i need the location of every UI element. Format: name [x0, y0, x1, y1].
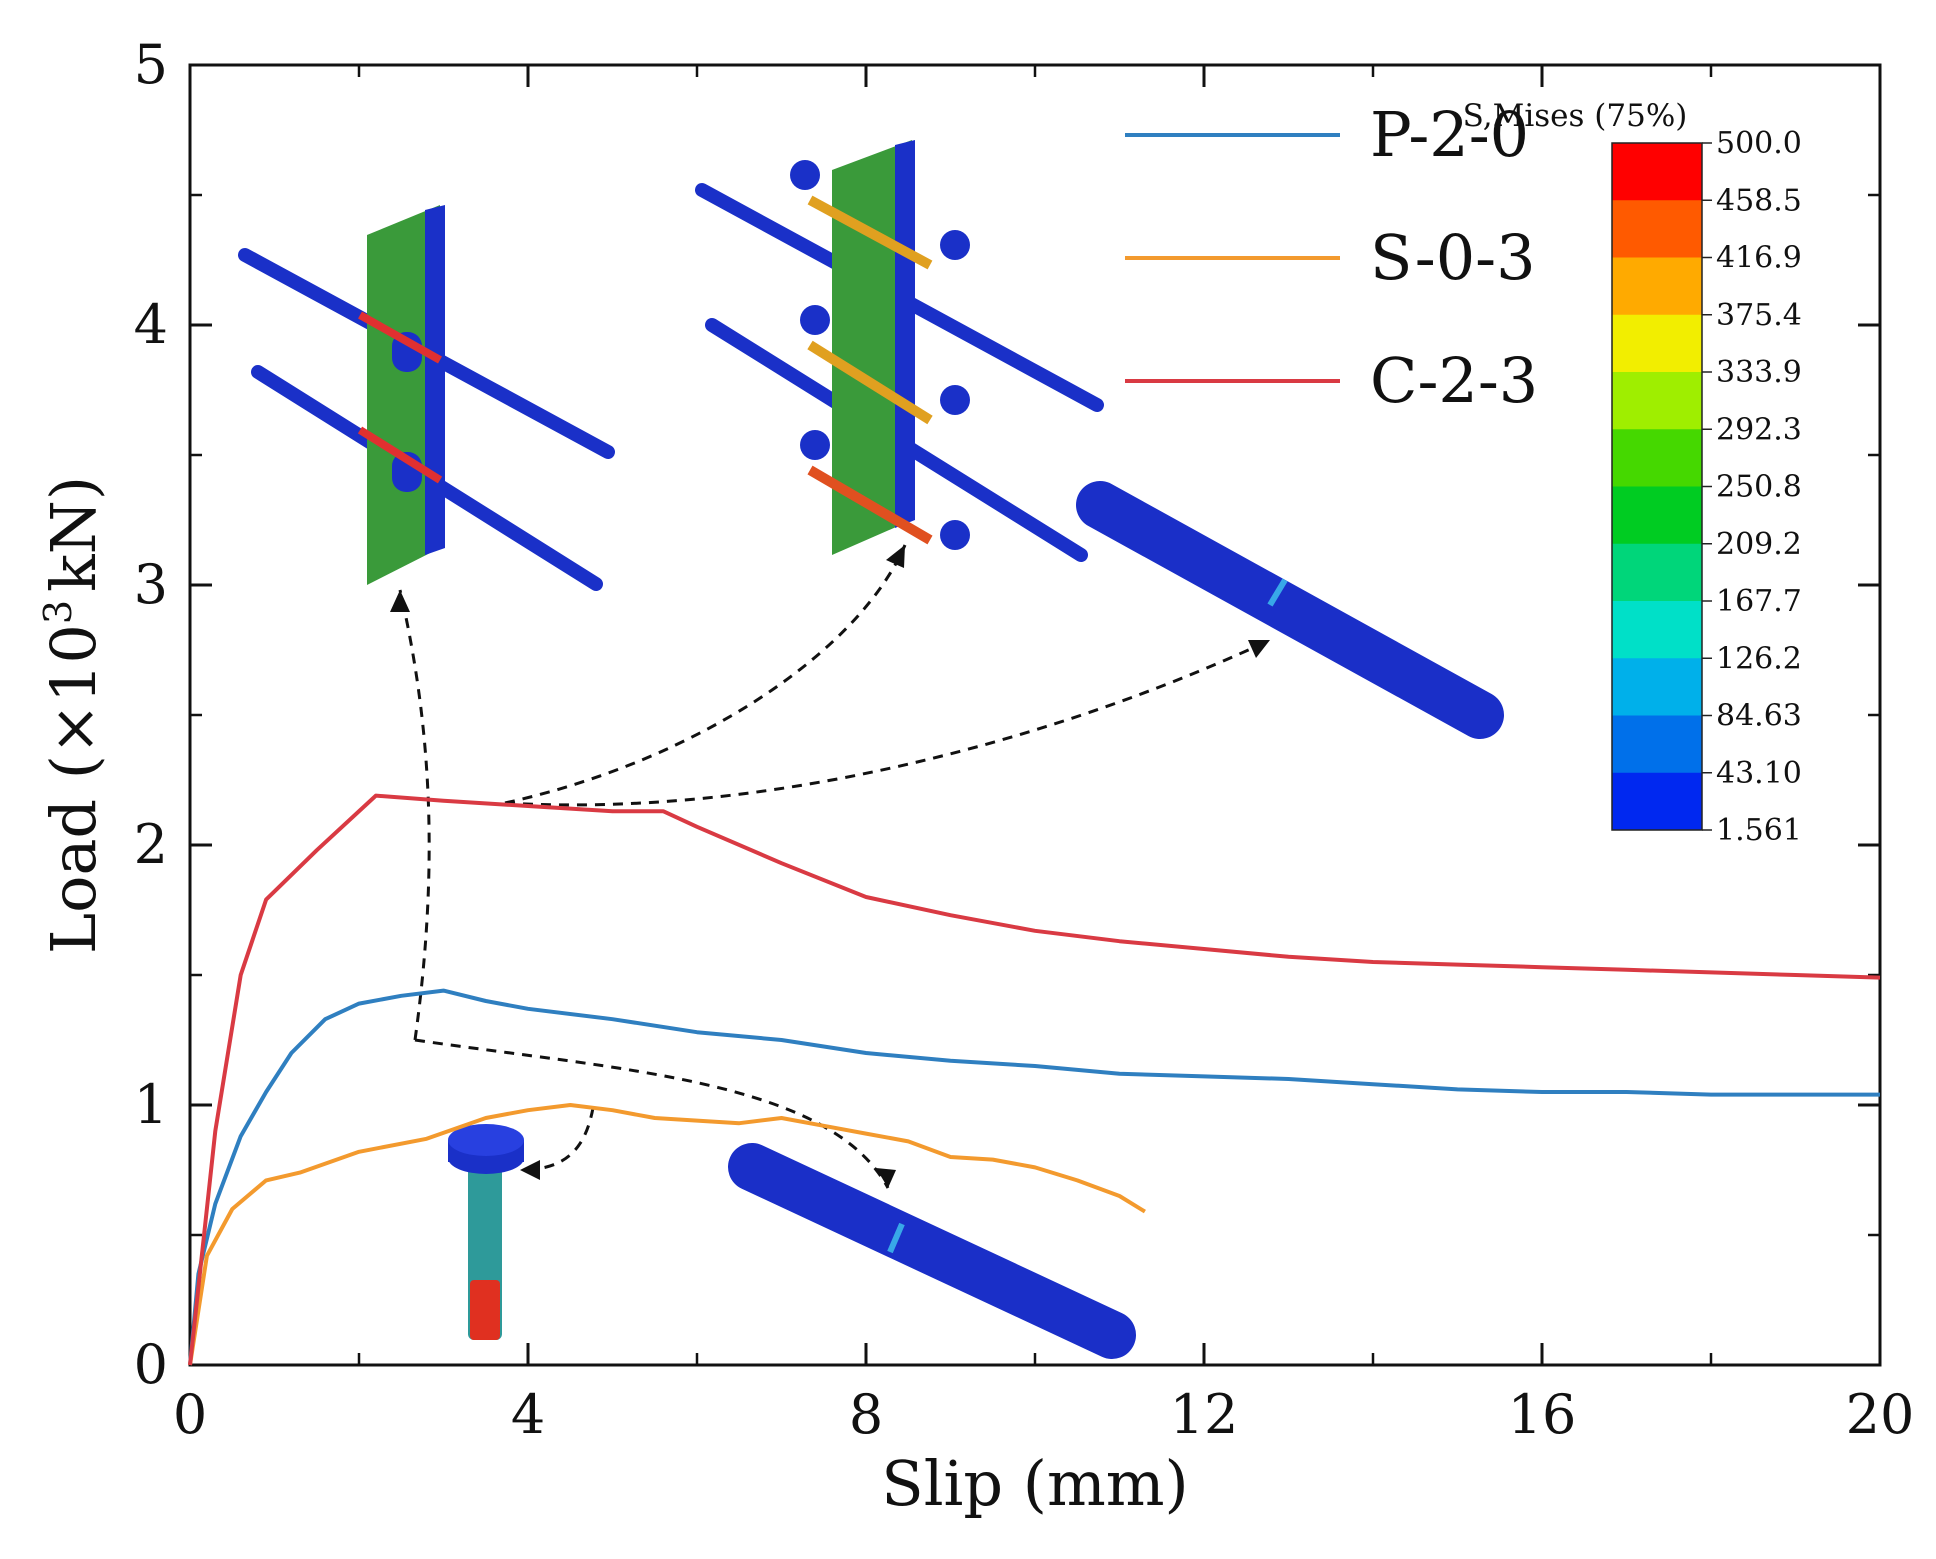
legend-label-p-2-0: P-2-0 [1370, 98, 1529, 171]
colorbar-label: 458.5 [1716, 183, 1802, 218]
fe-model-inset-1 [238, 205, 615, 591]
legend-label-s-0-3: S-0-3 [1370, 221, 1536, 294]
x-tick-label-8: 8 [849, 1383, 883, 1446]
colorbar-band [1612, 715, 1702, 774]
series-lines [188, 793, 1881, 1366]
annotation-arrowheads [390, 545, 1270, 1188]
colorbar-band [1612, 772, 1702, 831]
legend: P-2-0 S-0-3 C-2-3 [1125, 98, 1538, 417]
colorbar-label: 500.0 [1716, 126, 1802, 161]
colorbar-label: 43.10 [1716, 756, 1802, 791]
colorbar-label: 209.2 [1716, 527, 1802, 562]
y-axis-title-main: Load (×10 [37, 624, 110, 954]
colorbar-band [1612, 429, 1702, 487]
x-axis-title: Slip (mm) [881, 1447, 1189, 1520]
colorbar-label: 1.561 [1716, 813, 1802, 848]
x-axis-tick-labels: 0 4 8 12 16 20 [173, 1383, 1915, 1446]
colorbar-label: 292.3 [1716, 412, 1802, 447]
colorbar-band [1612, 543, 1702, 602]
colorbar-band [1612, 658, 1702, 716]
colorbar-band [1612, 200, 1702, 258]
colorbar-label: 126.2 [1716, 641, 1802, 676]
stress-colorbar: S,Mises (75%) 500.0 458.5 416.9 375.4 333.9 2… [1463, 98, 1802, 848]
y-axis-title-superscript: 3 [36, 600, 80, 624]
colorbar-label: 416.9 [1716, 241, 1802, 276]
annotation-arrows [398, 544, 1271, 1189]
x-axis-ticks [188, 65, 1882, 1365]
y-axis-title-end: kN) [37, 476, 110, 592]
colorbar-label: 84.63 [1716, 699, 1802, 734]
y-tick-label-4: 4 [134, 293, 168, 356]
series-line-s-0-3 [188, 1103, 1146, 1366]
fe-rod-inset-2 [728, 1143, 1136, 1359]
x-tick-label-4: 4 [511, 1383, 545, 1446]
y-tick-label-0: 0 [134, 1333, 168, 1396]
legend-label-c-2-3: C-2-3 [1370, 344, 1538, 417]
series-line-p-2-0 [188, 988, 1880, 1366]
colorbar-label: 250.8 [1716, 470, 1802, 505]
fe-rod-inset-1 [1076, 481, 1504, 739]
colorbar-title: S,Mises (75%) [1463, 98, 1688, 134]
series-line-c-2-3 [188, 793, 1881, 1366]
fe-model-inset-2 [695, 140, 1104, 562]
y-tick-label-3: 3 [134, 553, 168, 616]
x-tick-label-0: 0 [173, 1383, 207, 1446]
y-axis-ticks [190, 63, 1880, 1367]
x-tick-label-12: 12 [1170, 1383, 1239, 1446]
colorbar-band [1612, 372, 1702, 430]
colorbar-band [1612, 486, 1702, 545]
fe-inset-graphics [238, 140, 1504, 1359]
y-tick-label-1: 1 [134, 1073, 168, 1136]
colorbar-band [1612, 314, 1702, 373]
y-axis-title: Load (×103 kN) [36, 476, 110, 954]
colorbar-label: 167.7 [1716, 584, 1802, 619]
colorbar-label: 375.4 [1716, 298, 1802, 333]
colorbar-swatches [1611, 142, 1703, 831]
y-tick-label-5: 5 [134, 33, 168, 96]
colorbar-label: 333.9 [1716, 355, 1802, 390]
y-axis-tick-labels: 0 1 2 3 4 5 [134, 33, 168, 1396]
colorbar-band [1612, 143, 1702, 201]
y-tick-label-2: 2 [134, 813, 168, 876]
x-tick-label-20: 20 [1846, 1383, 1915, 1446]
colorbar-labels: 500.0 458.5 416.9 375.4 333.9 292.3 250.8 209.2… [1702, 126, 1802, 848]
colorbar-band [1612, 257, 1702, 316]
fe-bolt-inset [448, 1124, 524, 1340]
colorbar-band [1612, 601, 1702, 659]
x-tick-label-16: 16 [1508, 1383, 1577, 1446]
